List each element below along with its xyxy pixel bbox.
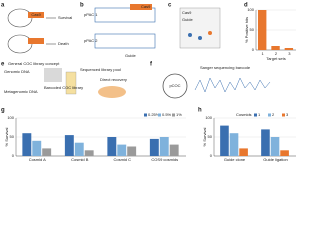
label: General COC library concept bbox=[8, 61, 60, 66]
label: Sequenced library pool bbox=[80, 67, 121, 72]
x-tick-label: COS9 cosmids bbox=[151, 157, 178, 162]
legend-swatch bbox=[172, 113, 175, 117]
bar bbox=[270, 137, 280, 156]
legend-swatch bbox=[158, 113, 161, 117]
bar bbox=[42, 148, 52, 156]
legend-label: 2 bbox=[272, 112, 275, 117]
y-axis-label: % Survival bbox=[202, 127, 207, 146]
x-tick-label: Guide clone bbox=[224, 157, 246, 162]
panel-b-art bbox=[94, 4, 156, 49]
label: Guide bbox=[182, 17, 193, 22]
panel-letter: c bbox=[168, 3, 172, 9]
x-tick-label: 2 bbox=[275, 51, 278, 56]
label: Direct recovery bbox=[100, 77, 127, 82]
bar bbox=[22, 133, 32, 156]
panel-c-art bbox=[179, 7, 221, 49]
legend-label: 1 bbox=[258, 112, 261, 117]
bar bbox=[261, 129, 270, 156]
y-tick-label: 50 bbox=[250, 27, 255, 32]
legend-swatch bbox=[144, 113, 147, 117]
bar bbox=[64, 135, 74, 156]
y-tick-label: 100 bbox=[247, 7, 254, 12]
bar bbox=[271, 46, 280, 50]
bar bbox=[127, 146, 137, 156]
y-tick-label: 0 bbox=[210, 153, 213, 158]
bar bbox=[258, 10, 267, 50]
panel-letter: h bbox=[198, 108, 202, 114]
label: Cas9 bbox=[182, 10, 192, 15]
bar bbox=[284, 48, 294, 50]
label: Metagenomic DNA bbox=[4, 89, 38, 94]
bar bbox=[169, 144, 179, 156]
y-tick-label: 50 bbox=[208, 134, 213, 139]
x-tick-label: 3 bbox=[288, 51, 291, 56]
y-axis-label: % Positive hits bbox=[244, 17, 249, 43]
bar bbox=[220, 125, 229, 156]
y-tick-label: 50 bbox=[10, 134, 15, 139]
legend-title: Cosmids bbox=[236, 112, 252, 117]
bar bbox=[32, 140, 42, 156]
label: Sanger sequencing barcode bbox=[200, 65, 251, 70]
bar bbox=[74, 142, 84, 156]
bar bbox=[107, 137, 117, 156]
panel-letter: b bbox=[80, 3, 84, 9]
x-tick-label: Cosmid B bbox=[71, 157, 89, 162]
panel-f-art bbox=[162, 73, 271, 99]
panel-letter: d bbox=[244, 3, 248, 9]
bar bbox=[159, 137, 169, 156]
x-tick-label: Guide ligation bbox=[263, 157, 287, 162]
legend-label: 0.25% bbox=[148, 112, 160, 117]
label: pPAC 1 bbox=[84, 12, 98, 17]
legend-label: 1% bbox=[176, 112, 182, 117]
label: Cas9 bbox=[31, 12, 41, 17]
bar bbox=[149, 138, 159, 156]
panel-letter: g bbox=[1, 108, 5, 114]
bar bbox=[239, 148, 248, 156]
y-tick-label: 0 bbox=[12, 153, 15, 158]
bar bbox=[117, 144, 127, 156]
legend-swatch bbox=[282, 113, 285, 117]
bar bbox=[280, 150, 289, 156]
legend-swatch bbox=[268, 113, 271, 117]
legend-swatch bbox=[254, 113, 257, 117]
panel-e-art bbox=[44, 68, 126, 98]
y-tick-label: 100 bbox=[7, 115, 14, 120]
y-axis-label: % Survival bbox=[4, 127, 9, 146]
x-axis-label: Target sets bbox=[266, 56, 286, 61]
figure: a b c d e f g h Cas9 Survival Death Cas9 pPAC 1 pPAC … bbox=[1, 3, 296, 162]
label: pPAC 2 bbox=[84, 38, 98, 43]
bar bbox=[229, 133, 239, 156]
x-tick-label: 1 bbox=[262, 51, 265, 56]
y-tick-label: 0 bbox=[252, 47, 255, 52]
label: Death bbox=[58, 41, 69, 46]
legend-label: 3 bbox=[286, 112, 289, 117]
label: Cas9 bbox=[141, 4, 151, 9]
panel-letter: a bbox=[1, 3, 5, 9]
panel-a-art bbox=[7, 8, 56, 54]
label: Guide bbox=[125, 53, 136, 58]
label: Genomic DNA bbox=[4, 69, 30, 74]
label: Survival bbox=[58, 15, 72, 20]
x-tick-label: Cosmid C bbox=[113, 157, 131, 162]
y-tick-label: 100 bbox=[205, 115, 212, 120]
panel-letter: f bbox=[150, 62, 153, 68]
label: pCOC bbox=[169, 83, 180, 88]
x-tick-label: Cosmid A bbox=[29, 157, 46, 162]
bar bbox=[84, 150, 94, 156]
label: Barcoded COC library bbox=[44, 85, 83, 90]
panel-letter: e bbox=[1, 62, 5, 68]
legend-label: 0.5% bbox=[162, 112, 172, 117]
